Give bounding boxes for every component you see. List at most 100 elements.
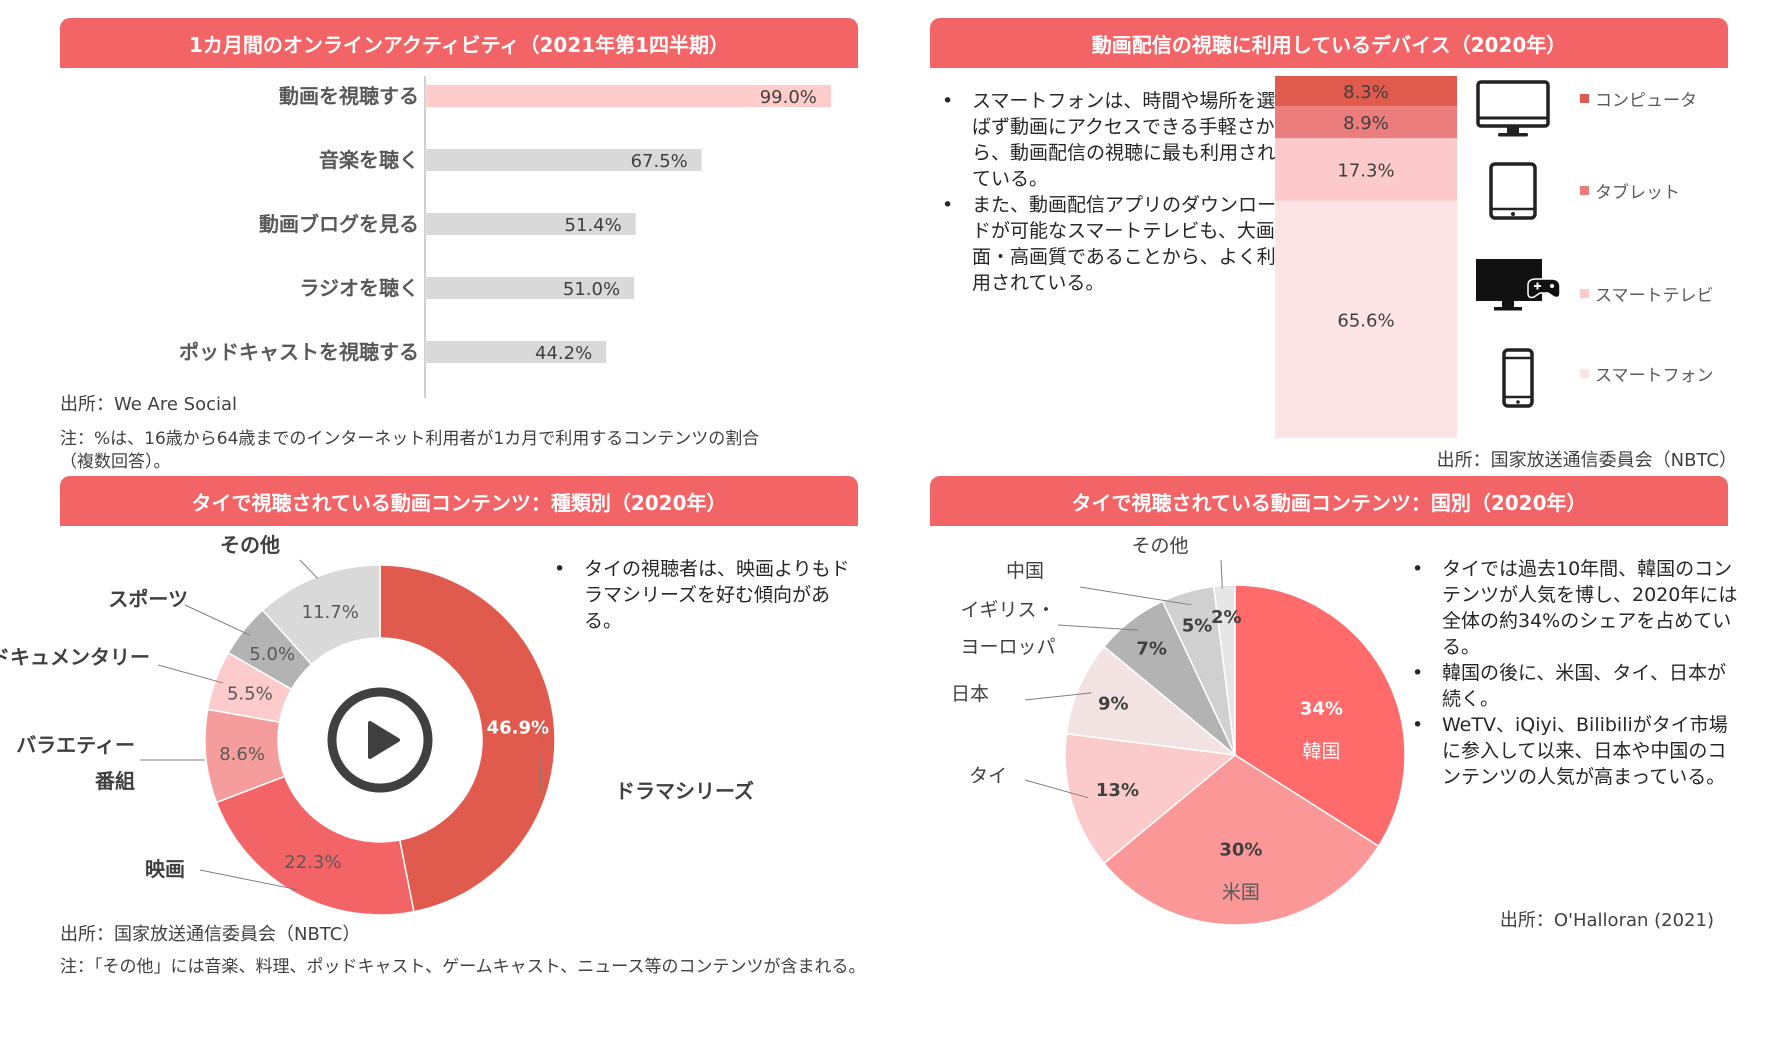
data-label: 67.5% (631, 151, 688, 172)
category-label: 韓国 (1302, 740, 1340, 762)
category-label: バラエティー (16, 733, 135, 757)
leader-line (199, 869, 298, 891)
category-label: ラジオを聴く (299, 276, 419, 300)
category-label: ポッドキャストを視聴する (179, 340, 419, 364)
category-label: イギリス・ (960, 599, 1055, 621)
slice-value-label: 11.7% (302, 602, 359, 623)
slice-value-label: 9% (1098, 693, 1129, 714)
category-label: スポーツ (108, 587, 188, 611)
country-bullet: タイでは過去10年間、韓国のコンテンツが人気を博し、2020年には全体の約34%… (1408, 556, 1738, 660)
slice-value-label: 8.6% (219, 744, 265, 765)
category-label: その他 (1131, 535, 1188, 557)
activity-source: 出所：We Are Social (60, 394, 238, 415)
stacked-segment (1275, 200, 1457, 438)
leader-line (1057, 624, 1139, 631)
country-source: 出所：O'Halloran (2021) (1499, 910, 1714, 931)
pie-slice (1102, 754, 1380, 926)
genre-note: 注：「その他」には音楽、料理、ポッドキャスト、ゲームキャスト、ニュース等のコンテ… (60, 957, 866, 977)
bar (425, 149, 702, 171)
country-bullet: 韓国の後に、米国、タイ、日本が続く。 (1408, 660, 1738, 712)
play-triangle-icon (368, 721, 400, 759)
smartphone-icon (1502, 348, 1534, 408)
leader-line (1024, 692, 1092, 701)
genre-source: 出所：国家放送通信委員会（NBTC） (60, 924, 361, 945)
slice-value-label: 13% (1096, 780, 1139, 801)
category-label: その他 (220, 533, 280, 557)
slice-value-label: 5% (1182, 615, 1213, 636)
segment-label: 17.3% (1337, 160, 1394, 181)
donut-slice (261, 564, 381, 666)
category-label: 番組 (94, 769, 135, 793)
slice-value-label: 34% (1300, 698, 1343, 719)
country-panel-title: タイで視聴されている動画コンテンツ：国別（2020年） (1071, 490, 1587, 515)
devices-source: 出所：国家放送通信委員会（NBTC） (1436, 450, 1737, 471)
pie-slice (1212, 584, 1236, 756)
slice-value-label: 46.9% (487, 718, 549, 739)
bar (425, 277, 635, 299)
legend-label: コンピュータ (1595, 91, 1697, 111)
legend-computer: コンピュータ (1580, 86, 1697, 111)
activity-note-line1: 注：%は、16歳から64歳までのインターネット利用者が1カ月で利用するコンテンツ… (60, 429, 760, 449)
category-label: ヨーロッパ (960, 636, 1055, 658)
slice-value-label: 2% (1211, 607, 1242, 628)
slice-value-label: 5.5% (227, 684, 273, 705)
category-label: 音楽を聴く (319, 148, 419, 172)
legend-smartphone: スマートフォン (1580, 361, 1714, 386)
category-label: 動画ブログを見る (259, 212, 419, 236)
category-label: 映画 (145, 857, 185, 881)
genre-panel-header: タイで視聴されている動画コンテンツ：種類別（2020年） (60, 476, 858, 526)
segment-label: 8.3% (1343, 82, 1389, 103)
legend-swatch (1580, 186, 1589, 195)
leader-line (1079, 586, 1192, 606)
segment-label: 8.9% (1343, 113, 1389, 134)
data-label: 44.2% (535, 343, 592, 364)
donut-slice (215, 775, 415, 916)
data-label: 51.0% (563, 279, 620, 300)
legend-swatch (1580, 369, 1589, 378)
legend-swatch (1580, 289, 1589, 298)
genre-panel-title: タイで視聴されている動画コンテンツ：種類別（2020年） (191, 490, 727, 515)
smart-tv-icon (1476, 259, 1561, 311)
leader-line (539, 724, 543, 793)
devices-panel-title: 動画配信の視聴に利用しているデバイス（2020年） (1091, 32, 1567, 57)
activity-bar-chart: 動画を視聴する 99.0% 音楽を聴く 67.5% 動画ブログを見る 51.4% ラジオを聴… (179, 76, 831, 398)
device-stacked-bar: 65.6% 17.3% 8.9% 8.3% (1275, 76, 1457, 438)
stacked-segment (1275, 106, 1457, 139)
leader-line (184, 604, 251, 636)
devices-panel-header: 動画配信の視聴に利用しているデバイス（2020年） (930, 18, 1728, 68)
category-label: 日本 (951, 683, 989, 705)
activity-note-line2: （複数回答）。 (60, 452, 171, 472)
legend-label: スマートテレビ (1595, 286, 1714, 306)
tablet-icon (1489, 162, 1537, 220)
devices-bullet-list: スマートフォンは、時間や場所を選ばず動画にアクセスできる手軽さから、動画配信の視… (938, 88, 1278, 296)
leader-line (1220, 559, 1223, 589)
category-label: 米国 (1222, 881, 1260, 903)
category-label: 中国 (1006, 560, 1044, 582)
data-label: 99.0% (760, 87, 817, 108)
category-label: タイ (969, 765, 1007, 787)
play-icon (327, 687, 433, 793)
country-bullet: WeTV、iQiyi、Bilibiliがタイ市場に参入して以来、日本や中国のコン… (1408, 712, 1738, 790)
data-label: 51.4% (565, 215, 622, 236)
activity-panel-title: 1カ月間のオンラインアクティビティ（2021年第1四半期） (188, 32, 730, 57)
pie-slice (1065, 645, 1238, 757)
legend-tablet: タブレット (1580, 178, 1680, 203)
leader-line (299, 559, 319, 579)
leader-line (157, 664, 224, 684)
slice-value-label: 5.0% (249, 644, 295, 665)
category-label: ドキュメンタリー (0, 645, 150, 669)
legend-label: スマートフォン (1595, 366, 1714, 386)
bar (425, 341, 607, 363)
country-bullet-list: タイでは過去10年間、韓国のコンテンツが人気を博し、2020年には全体の約34%… (1408, 556, 1738, 790)
donut-slice (379, 564, 556, 913)
bar (425, 85, 831, 107)
genre-bullet-list: タイの視聴者は、映画よりもドラマシリーズを好む傾向がある。 (550, 556, 850, 634)
genre-bullet: タイの視聴者は、映画よりもドラマシリーズを好む傾向がある。 (550, 556, 850, 634)
stacked-segment (1275, 76, 1457, 107)
slice-value-label: 30% (1219, 839, 1262, 860)
legend-label: タブレット (1595, 183, 1680, 203)
slice-value-label: 7% (1136, 639, 1167, 660)
pie-slice (1064, 732, 1237, 865)
activity-panel-header: 1カ月間のオンラインアクティビティ（2021年第1四半期） (60, 18, 858, 68)
pie-slice (1234, 584, 1406, 848)
